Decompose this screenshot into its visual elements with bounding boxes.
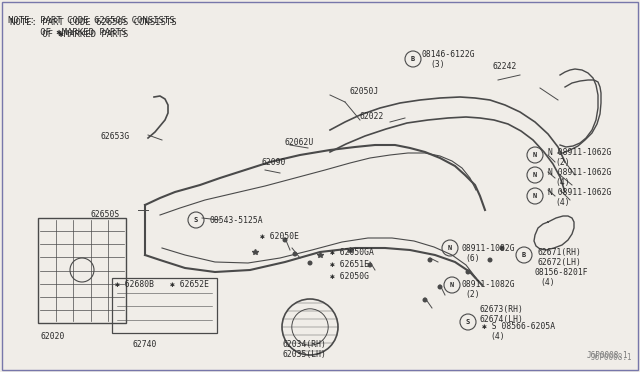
Text: OF ✱MARKED PARTS: OF ✱MARKED PARTS: [8, 28, 126, 37]
Text: N 08911-1062G: N 08911-1062G: [548, 168, 611, 177]
Text: 62035(LH): 62035(LH): [283, 350, 327, 359]
Text: 62022: 62022: [360, 112, 385, 121]
Circle shape: [282, 237, 287, 243]
Text: 62020: 62020: [40, 332, 65, 341]
Text: 08156-8201F: 08156-8201F: [535, 268, 589, 277]
Circle shape: [465, 269, 470, 275]
Text: 62740: 62740: [133, 340, 157, 349]
Text: B: B: [522, 252, 526, 258]
Text: ✱ 62050GA: ✱ 62050GA: [330, 248, 374, 257]
Text: 62050J: 62050J: [350, 87, 380, 96]
Text: N: N: [533, 193, 537, 199]
Text: J6P0008.1: J6P0008.1: [590, 353, 632, 362]
Text: (6): (6): [465, 254, 479, 263]
Text: ✱ 62050E: ✱ 62050E: [260, 232, 299, 241]
Text: NOTE: PART CODE 62650S CONSISTS: NOTE: PART CODE 62650S CONSISTS: [8, 16, 175, 25]
Text: 62034(RH): 62034(RH): [283, 340, 327, 349]
Text: 62674(LH): 62674(LH): [480, 315, 524, 324]
Text: 08543-5125A: 08543-5125A: [210, 216, 264, 225]
Bar: [38, 218, 126, 323]
Bar: [112, 278, 217, 333]
Text: ✱ 62651E: ✱ 62651E: [330, 260, 369, 269]
Text: N: N: [533, 172, 537, 178]
Text: NOTE: PART CODE 62650S CONSISTS: NOTE: PART CODE 62650S CONSISTS: [10, 18, 177, 27]
Text: 62653G: 62653G: [100, 132, 129, 141]
Text: N 08911-1062G: N 08911-1062G: [548, 148, 611, 157]
Text: 62062U: 62062U: [285, 138, 314, 147]
Text: 62672(LH): 62672(LH): [538, 258, 582, 267]
Circle shape: [488, 257, 493, 263]
Text: (4): (4): [540, 278, 555, 287]
Text: S: S: [466, 319, 470, 325]
Circle shape: [499, 246, 504, 250]
Circle shape: [367, 263, 372, 267]
Text: ✱ 62050G: ✱ 62050G: [330, 272, 369, 281]
Text: OF ✱MARKED PARTS: OF ✱MARKED PARTS: [10, 30, 128, 39]
Text: 08146-6122G: 08146-6122G: [422, 50, 476, 59]
Text: 62650S: 62650S: [90, 210, 119, 219]
Text: S: S: [194, 217, 198, 223]
Text: (4): (4): [555, 198, 570, 207]
Text: N: N: [448, 245, 452, 251]
Circle shape: [307, 260, 312, 266]
Text: 62090: 62090: [262, 158, 286, 167]
Circle shape: [292, 251, 298, 257]
Circle shape: [428, 257, 433, 263]
Circle shape: [438, 285, 442, 289]
Text: ✱ S 08566-6205A: ✱ S 08566-6205A: [482, 322, 555, 331]
Text: (4): (4): [555, 178, 570, 187]
Text: N: N: [533, 152, 537, 158]
Circle shape: [422, 298, 428, 302]
Text: 62671(RH): 62671(RH): [538, 248, 582, 257]
Text: J6P0008.1: J6P0008.1: [586, 351, 628, 360]
Text: 62242: 62242: [493, 62, 517, 71]
Text: 08911-1082G: 08911-1082G: [462, 244, 516, 253]
Text: ✱ 62680B: ✱ 62680B: [115, 280, 154, 289]
Text: 62673(RH): 62673(RH): [480, 305, 524, 314]
Text: 08911-1082G: 08911-1082G: [462, 280, 516, 289]
Text: N 08911-1062G: N 08911-1062G: [548, 188, 611, 197]
Text: (3): (3): [430, 60, 445, 69]
Text: B: B: [411, 56, 415, 62]
Text: N: N: [450, 282, 454, 288]
Text: ✱ 62652E: ✱ 62652E: [170, 280, 209, 289]
Text: (2): (2): [465, 290, 479, 299]
Text: (4): (4): [490, 332, 504, 341]
Text: (2): (2): [555, 158, 570, 167]
